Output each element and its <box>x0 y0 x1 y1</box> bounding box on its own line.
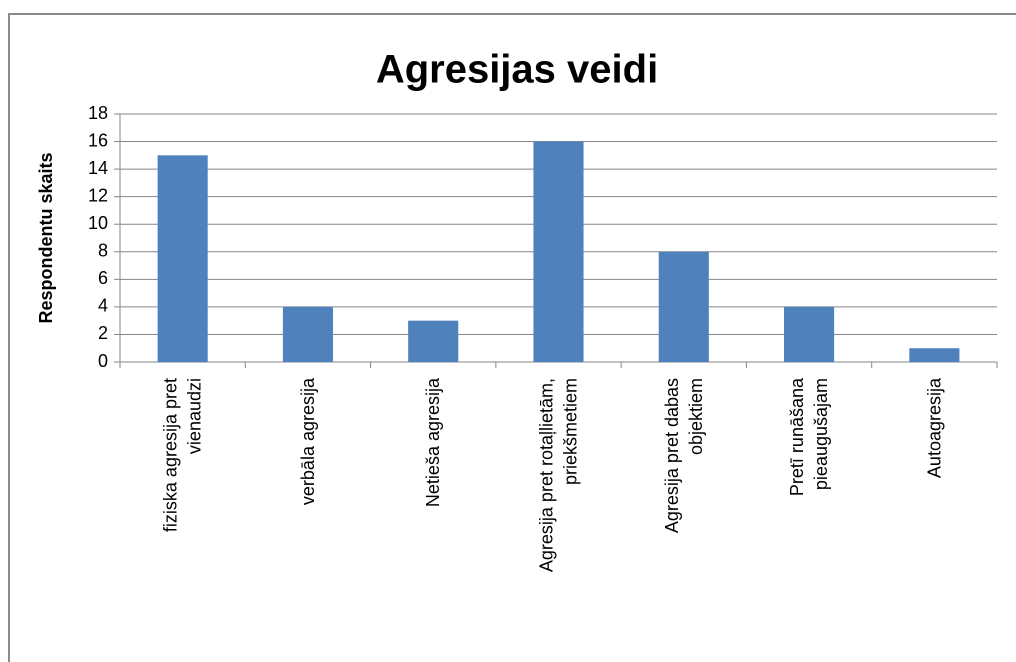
chart-title: Agresijas veidi <box>376 48 658 92</box>
bar <box>909 348 960 362</box>
bar <box>533 141 584 362</box>
x-tick-label: Pretī runāšana pieaugušajam <box>787 377 831 496</box>
x-tick-label: Agresija pret rotaļlietām, priekšmetiem <box>537 378 581 572</box>
y-axis-label: Respondentu skaits <box>36 152 56 323</box>
y-tick-label: 8 <box>98 241 108 261</box>
y-tick-label: 14 <box>88 158 108 178</box>
y-tick-label: 16 <box>88 130 108 150</box>
y-tick-label: 2 <box>98 323 108 343</box>
y-tick-label: 18 <box>88 103 108 123</box>
x-tick-label: Autoagresija <box>924 377 944 478</box>
bar <box>658 251 709 362</box>
y-tick-label: 12 <box>88 185 108 205</box>
bar <box>157 155 208 362</box>
y-tick-label: 0 <box>98 351 108 371</box>
x-tick-label: Netieša agresija <box>423 377 443 507</box>
x-tick-label: Agresija pret dabas objektiem <box>662 378 706 533</box>
bar <box>408 320 459 362</box>
x-tick-label: fiziska agresija pret vienaudzi <box>161 378 205 532</box>
x-tick-label: verbāla agresija <box>298 377 318 505</box>
bar <box>784 306 835 362</box>
y-tick-label: 6 <box>98 268 108 288</box>
y-tick-label: 10 <box>88 213 108 233</box>
bar <box>282 306 333 362</box>
y-tick-label: 4 <box>98 296 108 316</box>
